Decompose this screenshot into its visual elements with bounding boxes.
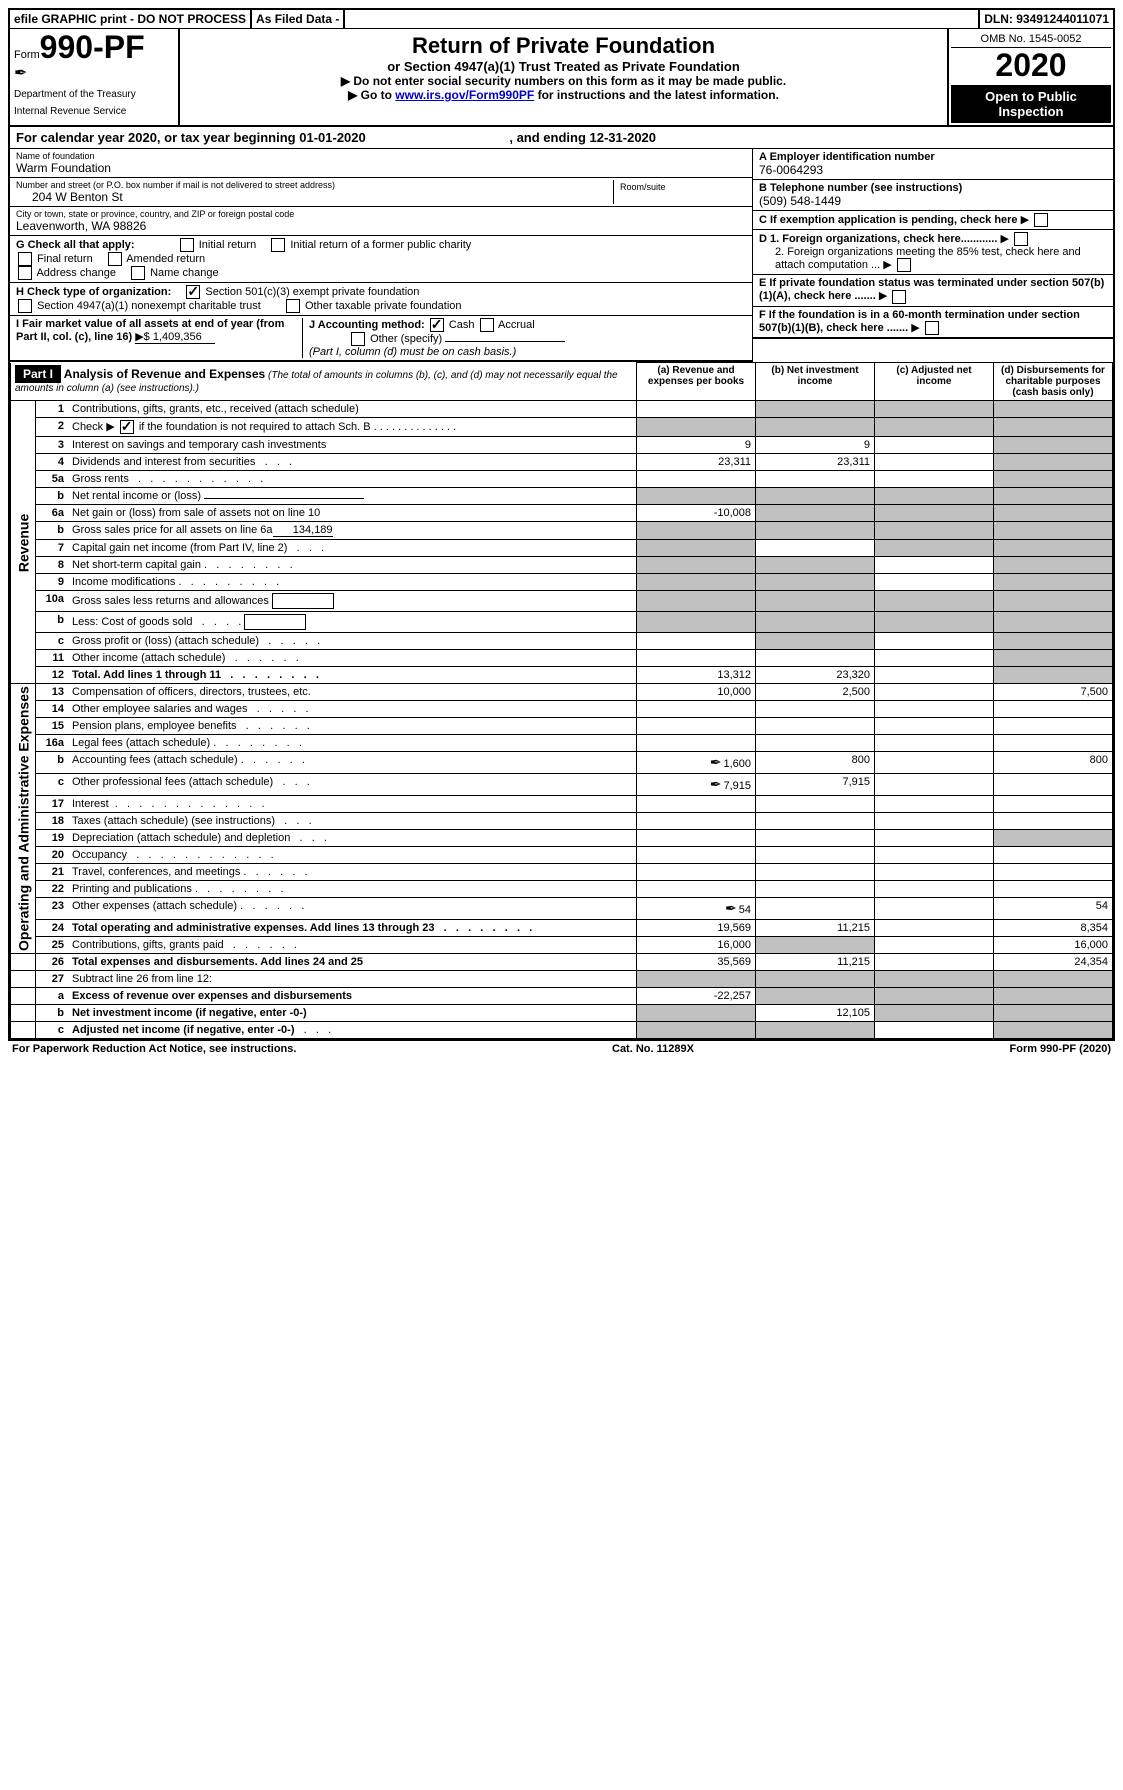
- form-container: efile GRAPHIC print - DO NOT PROCESS As …: [8, 8, 1115, 1041]
- col-d-header: (d) Disbursements for charitable purpose…: [994, 363, 1113, 401]
- room-suite-label: Room/suite: [620, 182, 740, 192]
- part-i-label: Part I: [15, 365, 61, 383]
- irs-link[interactable]: www.irs.gov/Form990PF: [395, 88, 534, 102]
- line-e: E If private foundation status was termi…: [753, 275, 1113, 306]
- revenue-label: Revenue: [11, 401, 36, 684]
- foreign-85-checkbox[interactable]: [897, 258, 911, 272]
- line-i-j: I Fair market value of all assets at end…: [10, 316, 752, 362]
- form-header: Form990-PF ✒ Department of the Treasury …: [10, 29, 1113, 127]
- name-change-checkbox[interactable]: [131, 266, 145, 280]
- initial-return-checkbox[interactable]: [180, 238, 194, 252]
- final-return-checkbox[interactable]: [18, 252, 32, 266]
- 4947a1-checkbox[interactable]: [18, 299, 32, 313]
- initial-former-checkbox[interactable]: [271, 238, 285, 252]
- address-cell: Number and street (or P.O. box number if…: [10, 178, 752, 207]
- header-right: OMB No. 1545-0052 2020 Open to Public In…: [947, 29, 1113, 125]
- instructions-link-row: ▶ Go to www.irs.gov/Form990PF for instru…: [184, 88, 943, 102]
- accrual-checkbox[interactable]: [480, 318, 494, 332]
- open-to-public: Open to Public Inspection: [951, 85, 1111, 123]
- foundation-name-cell: Name of foundation Warm Foundation: [10, 149, 752, 178]
- fmv-value: ▶$ 1,409,356: [135, 330, 215, 344]
- paperclip-icon[interactable]: ✒: [725, 900, 737, 917]
- paperclip-icon[interactable]: ✒: [710, 776, 722, 793]
- amended-return-checkbox[interactable]: [108, 252, 122, 266]
- part-i-table: Part I Analysis of Revenue and Expenses …: [10, 362, 1113, 1039]
- col-c-header: (c) Adjusted net income: [875, 363, 994, 401]
- line-g: G Check all that apply: Initial return I…: [10, 236, 752, 283]
- col-a-header: (a) Revenue and expenses per books: [637, 363, 756, 401]
- line-d: D 1. Foreign organizations, check here..…: [753, 230, 1113, 275]
- as-filed-label: As Filed Data -: [252, 10, 345, 28]
- foreign-org-checkbox[interactable]: [1014, 232, 1028, 246]
- exemption-pending-checkbox[interactable]: [1034, 213, 1048, 227]
- phone-cell: B Telephone number (see instructions) (5…: [753, 180, 1113, 211]
- expenses-label: Operating and Administrative Expenses: [11, 684, 36, 954]
- city-cell: City or town, state or province, country…: [10, 207, 752, 236]
- line-f: F If the foundation is in a 60-month ter…: [753, 307, 1113, 339]
- form-footer: For Paperwork Reduction Act Notice, see …: [8, 1041, 1115, 1057]
- form-number: 990-PF: [40, 29, 145, 65]
- entity-info: Name of foundation Warm Foundation Numbe…: [10, 149, 1113, 362]
- header-center: Return of Private Foundation or Section …: [180, 29, 947, 125]
- sch-b-checkbox[interactable]: [120, 420, 134, 434]
- 60-month-checkbox[interactable]: [925, 321, 939, 335]
- omb-number: OMB No. 1545-0052: [951, 31, 1111, 48]
- calendar-year-row: For calendar year 2020, or tax year begi…: [10, 127, 1113, 149]
- status-terminated-checkbox[interactable]: [892, 290, 906, 304]
- header-left: Form990-PF ✒ Department of the Treasury …: [10, 29, 180, 125]
- dept-treasury: Department of the Treasury: [14, 89, 174, 100]
- tax-year: 2020: [951, 48, 1111, 83]
- ssn-warning: ▶ Do not enter social security numbers o…: [184, 74, 943, 88]
- dept-irs: Internal Revenue Service: [14, 106, 174, 117]
- other-taxable-checkbox[interactable]: [286, 299, 300, 313]
- efile-notice: efile GRAPHIC print - DO NOT PROCESS: [10, 10, 252, 28]
- cash-checkbox[interactable]: [430, 318, 444, 332]
- address-change-checkbox[interactable]: [18, 266, 32, 280]
- form-ref: Form 990-PF (2020): [1010, 1043, 1111, 1055]
- top-bar: efile GRAPHIC print - DO NOT PROCESS As …: [10, 10, 1113, 29]
- catalog-number: Cat. No. 11289X: [612, 1043, 694, 1055]
- line-c: C If exemption application is pending, c…: [753, 211, 1113, 230]
- ein-cell: A Employer identification number 76-0064…: [753, 149, 1113, 180]
- form-subtitle: or Section 4947(a)(1) Trust Treated as P…: [184, 59, 943, 74]
- form-title: Return of Private Foundation: [184, 33, 943, 59]
- paperwork-notice: For Paperwork Reduction Act Notice, see …: [12, 1043, 296, 1055]
- line-h: H Check type of organization: Section 50…: [10, 283, 752, 316]
- 501c3-checkbox[interactable]: [186, 285, 200, 299]
- dln-number: DLN: 93491244011071: [978, 10, 1113, 28]
- col-b-header: (b) Net investment income: [756, 363, 875, 401]
- other-method-checkbox[interactable]: [351, 332, 365, 346]
- paperclip-icon[interactable]: ✒: [710, 754, 722, 771]
- form-prefix: Form: [14, 49, 40, 61]
